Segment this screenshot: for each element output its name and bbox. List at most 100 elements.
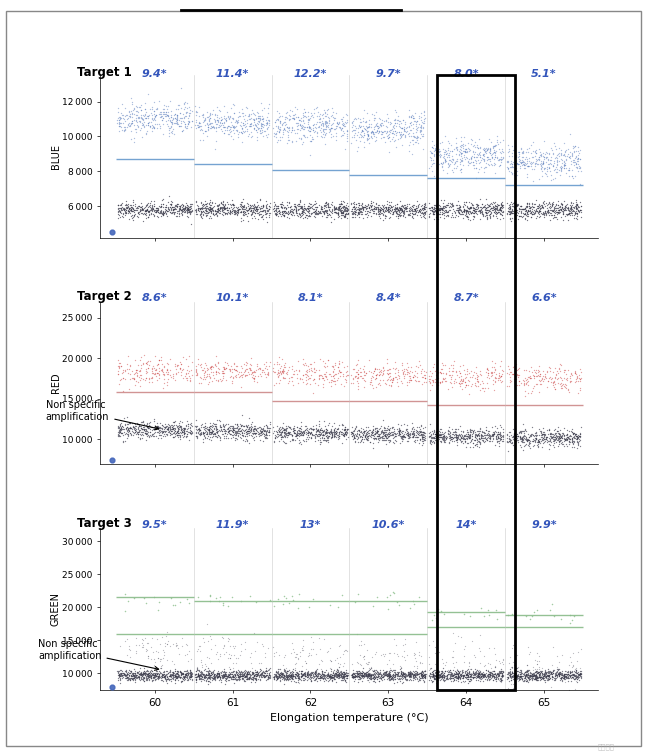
Point [293,669,303,681]
Point [261,669,272,681]
Point [146,195,156,207]
Point [283,664,294,676]
Point [138,667,149,679]
Point [545,603,555,615]
Point [542,204,553,216]
Point [130,426,140,438]
Point [515,439,525,451]
Point [540,207,550,219]
Point [557,382,567,394]
Point [497,665,507,677]
Point [435,151,445,163]
Point [385,207,395,219]
Point [547,145,558,157]
Point [503,671,514,683]
Point [442,206,452,218]
Point [242,425,252,437]
Point [124,213,135,225]
Point [144,415,155,428]
Point [375,420,386,432]
Point [450,162,461,174]
Point [276,670,286,682]
Point [278,671,288,683]
Point [400,368,410,380]
Point [260,195,270,207]
Point [287,135,298,147]
Point [474,670,485,682]
Point [382,121,393,133]
Point [141,365,151,377]
Point [551,198,561,210]
Point [516,441,526,453]
Point [507,433,518,445]
Point [463,667,474,679]
Point [230,673,240,685]
Point [521,207,532,219]
Point [123,112,133,124]
Point [236,360,246,372]
Point [179,674,190,686]
Point [215,120,226,132]
Point [395,210,405,222]
Point [444,670,455,682]
Point [473,671,483,683]
Point [444,159,454,171]
Point [552,156,562,168]
Point [256,426,266,438]
Point [440,372,450,384]
Point [170,430,180,442]
Point [259,204,269,216]
Point [331,664,342,676]
Point [326,206,336,218]
Point [216,421,226,434]
Point [451,423,461,435]
Point [389,371,400,383]
Point [375,664,385,676]
Point [516,668,526,680]
Point [270,667,281,679]
Point [378,365,388,377]
Point [185,418,195,431]
Point [181,198,192,210]
Point [160,204,171,216]
Point [392,198,402,210]
Point [371,422,382,434]
Point [313,207,323,219]
Point [419,203,430,215]
Point [338,368,348,380]
Point [155,421,165,433]
Point [529,201,539,213]
Point [492,137,503,149]
Point [476,431,487,443]
Point [336,667,347,679]
Point [351,198,361,210]
Point [479,201,490,213]
Point [286,671,296,683]
Point [398,205,408,217]
Point [128,667,138,679]
Point [380,667,391,679]
Point [304,120,314,132]
Point [542,434,552,446]
Point [115,427,125,439]
Point [167,419,177,431]
Point [378,427,389,439]
Point [508,431,518,443]
Point [309,366,320,378]
Point [560,673,570,685]
Point [292,368,302,380]
Point [370,112,380,124]
Point [273,210,283,222]
Point [231,665,241,677]
Point [386,117,397,129]
Point [351,670,361,682]
Point [567,427,578,439]
Point [294,588,304,600]
Point [483,668,494,680]
Point [161,674,171,686]
Point [129,670,140,682]
Point [216,114,226,126]
Point [530,669,540,681]
Point [409,369,419,381]
Point [201,671,212,683]
